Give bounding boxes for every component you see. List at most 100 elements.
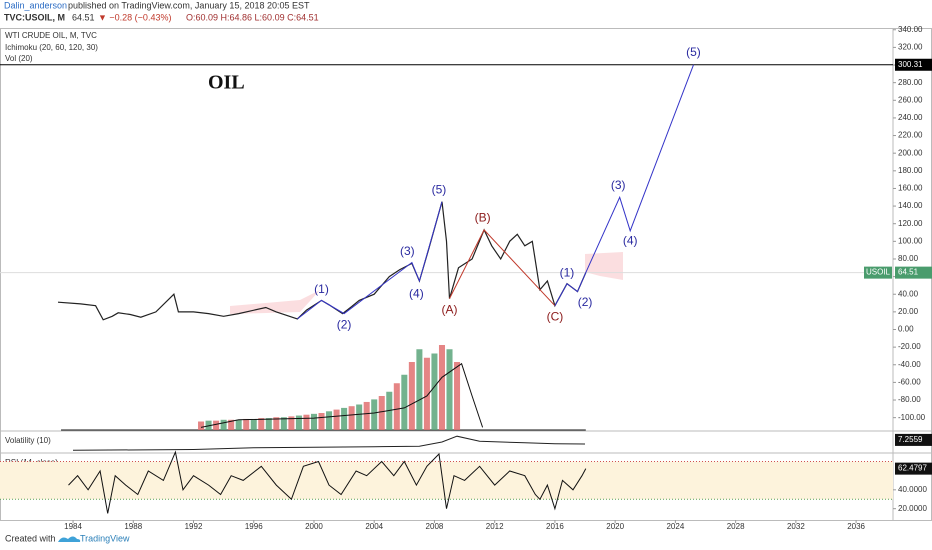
y-tick-label: 200.00 — [898, 148, 923, 157]
volume-bar — [273, 417, 280, 430]
y-tick-label: 340.00 — [898, 25, 923, 34]
wave-label: (2) — [578, 295, 593, 309]
symbol-tag — [864, 266, 892, 279]
y-tick-label: -80.00 — [898, 395, 921, 404]
indicator-label: Vol (20) — [5, 54, 33, 63]
y-tick-label: -20.00 — [898, 342, 921, 351]
volume-bar — [408, 362, 415, 430]
x-tick-label: 1992 — [185, 522, 203, 531]
wave-label: (1) — [314, 282, 329, 296]
wave-label: (4) — [409, 286, 424, 300]
series-line — [68, 450, 587, 514]
volume-bar — [431, 353, 438, 430]
volume-bar — [416, 349, 423, 430]
y-tick-label: 40.0000 — [898, 485, 927, 494]
symbol: TVC:USOIL, M — [4, 12, 65, 22]
volume-bar — [356, 404, 363, 430]
price-tag-label: 62.4797 — [898, 464, 927, 473]
series-line — [554, 64, 694, 306]
volume-bar — [378, 396, 385, 430]
y-tick-label: -40.00 — [898, 360, 921, 369]
volume-bar — [295, 415, 302, 430]
pane-title: WTI CRUDE OIL, M, TVC — [5, 31, 97, 40]
y-tick-label: 140.00 — [898, 201, 923, 210]
x-tick-label: 2024 — [666, 522, 684, 531]
volume-bar — [265, 418, 272, 430]
x-tick-label: 2012 — [486, 522, 504, 531]
y-tick-label: 20.0000 — [898, 504, 927, 513]
volume-bar — [423, 357, 430, 430]
x-tick-label: 2016 — [546, 522, 564, 531]
series-line — [57, 201, 587, 321]
wave-label: (B) — [475, 211, 491, 225]
wave-label: (A) — [442, 302, 458, 316]
volume-bar — [213, 420, 220, 430]
price-tag-label: 300.31 — [898, 60, 923, 69]
series-line — [297, 201, 443, 320]
footer-brand[interactable]: TradingView — [80, 533, 130, 543]
x-tick-label: 2036 — [847, 522, 865, 531]
wave-label: (3) — [611, 178, 626, 192]
volume-bar — [318, 413, 325, 430]
volume-bar — [446, 349, 453, 430]
y-tick-label: 320.00 — [898, 43, 923, 52]
y-tick-label: 260.00 — [898, 95, 923, 104]
volume-bar — [258, 418, 265, 430]
wave-label: (5) — [686, 45, 701, 59]
volume-bar — [228, 419, 235, 430]
y-tick-label: -60.00 — [898, 378, 921, 387]
footer-text: Created with — [5, 533, 56, 543]
x-tick-label: 2000 — [305, 522, 323, 531]
ohlc: O:60.09 H:64.86 L:60.09 C:64.51 — [186, 12, 319, 22]
volume-bar — [250, 418, 257, 430]
y-tick-label: 120.00 — [898, 219, 923, 228]
x-tick-label: 2004 — [365, 522, 383, 531]
price: 64.51 — [72, 12, 95, 22]
volume-bar — [454, 362, 461, 430]
volume-bar — [198, 421, 205, 430]
headline: OIL — [208, 72, 245, 94]
price-tag — [895, 58, 932, 71]
volume-bar — [371, 399, 378, 430]
y-tick-label: 180.00 — [898, 166, 923, 175]
y-tick-label: 80.00 — [898, 254, 919, 263]
logo — [58, 536, 81, 542]
volume-bar — [205, 420, 212, 430]
wave-label: (3) — [400, 244, 415, 258]
ichimoku-cloud — [230, 290, 320, 314]
y-tick-label: 220.00 — [898, 131, 923, 140]
y-tick-label: 240.00 — [898, 113, 923, 122]
pane-title: Volatility (10) — [5, 436, 51, 445]
series-line — [449, 229, 556, 307]
change: ▼ −0.28 (−0.43%) — [98, 12, 171, 22]
x-tick-label: 1984 — [64, 522, 82, 531]
volume-bar — [333, 409, 340, 430]
y-tick-label: 40.00 — [898, 289, 919, 298]
y-tick-label: 20.00 — [898, 307, 919, 316]
volume-bar — [220, 419, 227, 430]
volume-bar — [303, 414, 310, 430]
x-tick-label: 1988 — [124, 522, 142, 531]
x-tick-label: 2032 — [787, 522, 805, 531]
author[interactable]: Dalin_anderson — [4, 0, 67, 10]
y-tick-label: 160.00 — [898, 184, 923, 193]
y-tick-label: -100.00 — [898, 413, 926, 422]
wave-label: (4) — [623, 234, 638, 248]
volume-bar — [348, 406, 355, 430]
volume-bar — [288, 416, 295, 430]
price-tag-label: 7.2559 — [898, 435, 923, 444]
y-tick-label: 0.00 — [898, 325, 914, 334]
x-tick-label: 1996 — [245, 522, 263, 531]
volume-bar — [235, 419, 242, 430]
price-tag — [895, 266, 932, 279]
x-tick-label: 2020 — [606, 522, 624, 531]
volume-bar — [326, 411, 333, 430]
rsi-band — [0, 461, 893, 500]
wave-label: (5) — [432, 182, 447, 196]
wave-label: (1) — [560, 265, 575, 279]
wave-label: (2) — [337, 317, 352, 331]
volume-bar — [243, 418, 250, 430]
x-tick-label: 2008 — [426, 522, 444, 531]
